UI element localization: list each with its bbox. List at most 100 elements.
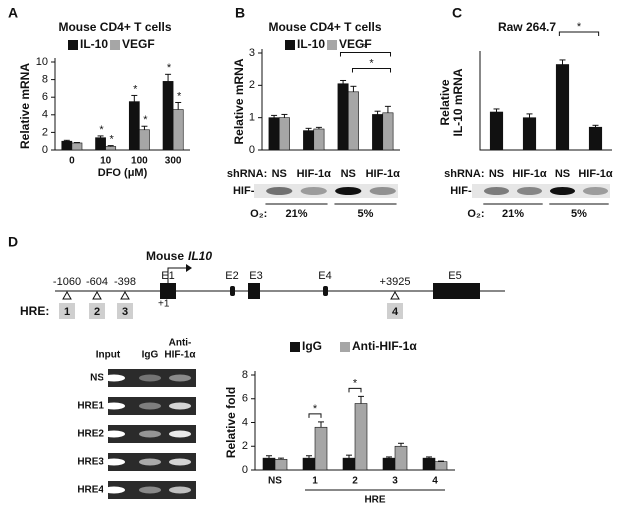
bar <box>95 137 106 151</box>
x-tick-label: NS <box>341 168 356 180</box>
panel-label: C <box>452 5 462 21</box>
exon-label: E4 <box>318 270 331 282</box>
exon <box>248 283 260 299</box>
y-axis-label: Relative mRNA <box>18 63 32 149</box>
bar <box>128 101 140 151</box>
y-tick-label: 2 <box>42 126 48 138</box>
exon <box>433 283 480 299</box>
y-axis-label-line: Relative mRNA <box>232 58 246 144</box>
group-prefix: O₂: <box>467 208 484 220</box>
x-tick-label: NS <box>268 476 282 487</box>
bar <box>347 91 359 151</box>
bar <box>105 146 117 151</box>
x-tick-label: 2 <box>352 476 358 487</box>
exon <box>323 286 328 296</box>
y-tick-label: 8 <box>42 74 48 86</box>
exon-label: E3 <box>249 270 262 282</box>
tss-arrow <box>167 267 186 283</box>
gel-band <box>169 374 191 382</box>
x-tick-label: 10 <box>100 156 112 167</box>
comparison-bracket <box>351 67 392 73</box>
gel-band <box>582 187 609 195</box>
hre-number: 1 <box>64 306 70 318</box>
bar <box>337 83 349 151</box>
x-prefix: shRNA: <box>227 168 267 180</box>
bar <box>434 461 448 471</box>
x-tick-label: HIF-1α <box>297 168 332 180</box>
bar <box>394 445 408 471</box>
hre-number: 4 <box>392 306 399 318</box>
y-tick-label: 8 <box>242 369 248 381</box>
bar <box>262 457 276 471</box>
exon <box>230 286 235 296</box>
comparison-bracket <box>339 51 392 57</box>
gel-column-label: Input <box>96 350 121 361</box>
bar <box>61 140 73 151</box>
gel-row <box>108 397 196 415</box>
legend-swatch <box>290 342 300 352</box>
gel-column-label: IgG <box>142 350 159 361</box>
y-tick-label: 2 <box>242 440 248 452</box>
gel-band <box>139 402 161 410</box>
gel-row-label: HRE3 <box>77 457 104 468</box>
legend-swatch <box>285 40 295 50</box>
group-label: 5% <box>571 208 587 220</box>
gel-strip <box>472 184 610 198</box>
gel-row-label: HRE1 <box>77 401 104 412</box>
hre-number: 3 <box>122 306 128 318</box>
gel-band <box>266 187 293 195</box>
legend-label: VEGF <box>339 37 372 51</box>
exon <box>160 283 176 299</box>
significance-marker: * <box>133 83 138 95</box>
y-axis-label-line: Relative <box>438 79 452 125</box>
legend-label: VEGF <box>122 37 155 51</box>
bar <box>342 457 356 471</box>
hre-position: -398 <box>114 276 136 288</box>
x-tick-label: NS <box>272 168 287 180</box>
gene-title-prefix: Mouse <box>146 249 184 263</box>
comparison-label: * <box>363 41 368 53</box>
bar <box>555 64 570 151</box>
comparison-bracket <box>308 413 322 418</box>
comparison-bracket <box>558 31 600 36</box>
y-tick-label: 4 <box>242 416 248 428</box>
x-tick-label: NS <box>555 168 570 180</box>
significance-marker: * <box>177 90 182 102</box>
gel-band <box>335 187 362 195</box>
x-tick-label: 1 <box>312 476 318 487</box>
group-label: 5% <box>358 208 374 220</box>
hre-box <box>59 303 75 319</box>
hre-position: -1060 <box>53 276 81 288</box>
gel-band <box>516 187 543 195</box>
comparison-label: * <box>577 21 582 33</box>
x-tick-label: 0 <box>69 156 75 167</box>
gel-band <box>103 374 125 382</box>
bar <box>382 457 396 471</box>
y-tick-label: 4 <box>42 109 48 121</box>
bar <box>372 114 384 151</box>
gel-band <box>169 458 191 466</box>
group-prefix: O₂: <box>250 208 267 220</box>
chart-title: Raw 264.7 <box>498 20 556 34</box>
bar <box>274 459 288 471</box>
gel-row <box>108 369 196 387</box>
gel-column-label: HIF-1α <box>164 350 196 361</box>
bar <box>139 129 150 151</box>
hre-label: HRE: <box>20 304 49 318</box>
bar <box>268 117 280 151</box>
panel-label: B <box>235 5 245 21</box>
y-tick-label: 2 <box>249 79 255 91</box>
gel-band <box>139 374 161 382</box>
bar <box>162 81 174 151</box>
legend-swatch <box>340 342 350 352</box>
gel-strip <box>254 184 398 198</box>
tss-arrowhead <box>186 264 192 272</box>
y-tick-label: 1 <box>249 112 255 124</box>
gel-band <box>483 187 510 195</box>
panel-label: D <box>8 234 18 250</box>
group-label: 21% <box>502 208 524 220</box>
bar <box>382 112 394 151</box>
bar <box>71 142 83 151</box>
x-tick-label: 4 <box>432 476 438 487</box>
